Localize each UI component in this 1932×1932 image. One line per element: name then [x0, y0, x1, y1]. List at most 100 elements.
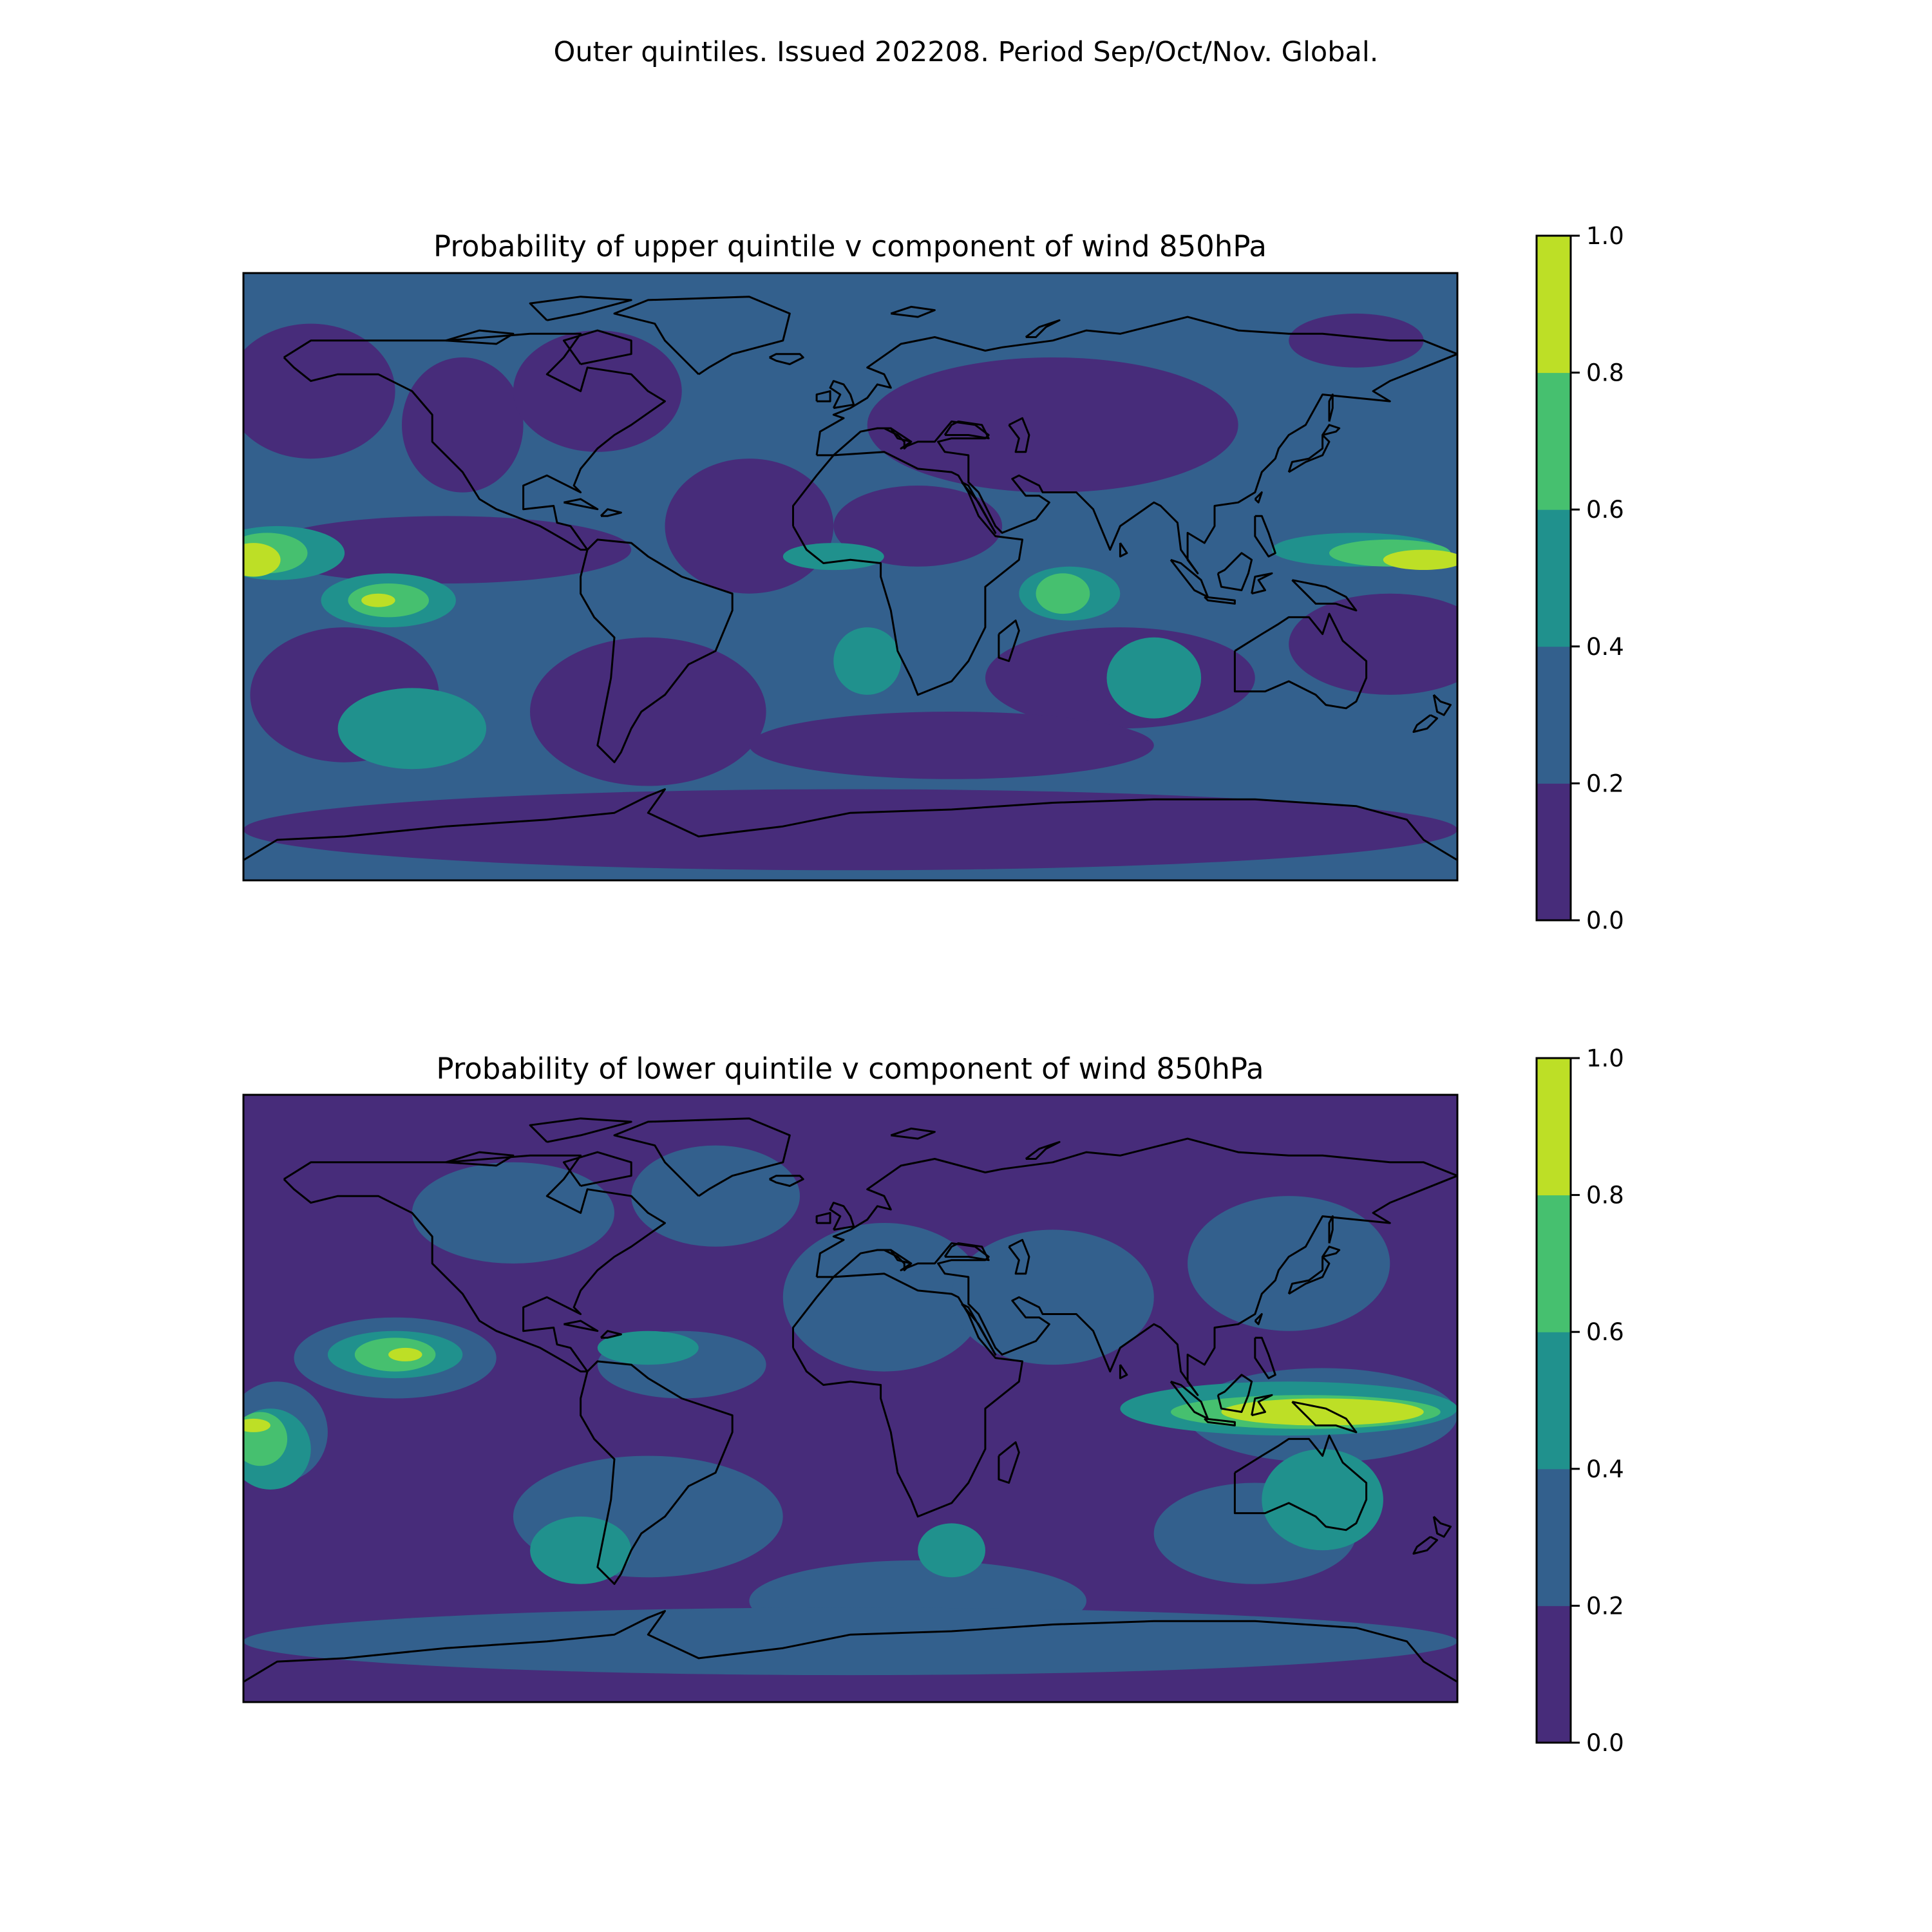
- colorbar-tick-label: 0.8: [1586, 359, 1624, 387]
- coastline-great-britain: [829, 1202, 855, 1231]
- coastlines-lower: [243, 1117, 1457, 1683]
- coastline-sulawesi: [1251, 572, 1273, 595]
- coastline-ireland: [815, 1211, 831, 1224]
- panel-lower: Probability of lower quintile v componen…: [242, 1045, 1624, 1757]
- coastline-philippines: [1254, 515, 1276, 558]
- colorbar-tick-label: 0.6: [1586, 496, 1624, 524]
- coastline-hokkaido: [1321, 424, 1341, 436]
- coastline-great-britain: [829, 380, 855, 410]
- panel-upper: Probability of upper quintile v componen…: [242, 222, 1624, 934]
- probability-region-level-1: [1188, 1196, 1390, 1331]
- coastline-baffin-island: [562, 329, 632, 365]
- probability-region-level-4: [388, 1347, 422, 1361]
- colorbar-segment-4: [1537, 1058, 1571, 1196]
- probability-field-upper: [243, 313, 1457, 871]
- colorbar-segment-0: [1537, 1605, 1571, 1743]
- coastline-svalbard: [890, 1127, 936, 1140]
- coastline-italy: [877, 427, 913, 450]
- colorbar-tick-label: 0.2: [1586, 770, 1624, 797]
- probability-region-level-4: [361, 593, 395, 607]
- probability-region-level-1: [631, 1145, 800, 1247]
- coastline-australia: [1233, 612, 1368, 710]
- probability-region-level-0: [665, 459, 834, 594]
- coastline-greenland: [613, 1117, 791, 1197]
- coastline-borneo: [1217, 552, 1253, 591]
- colorbar-tick-label: 0.0: [1586, 1729, 1624, 1757]
- colorbar-segment-2: [1537, 509, 1571, 647]
- coastline-africa: [792, 1273, 1023, 1518]
- coastline-south-america: [580, 1360, 734, 1586]
- coastline-australia: [1233, 1434, 1368, 1531]
- colorbar-segment-4: [1537, 236, 1571, 374]
- colorbar-outline: [1535, 1057, 1572, 1744]
- probability-region-level-0: [1289, 593, 1457, 695]
- coastline-sri-lanka: [1119, 542, 1128, 558]
- colorbar-tick-label: 0.4: [1586, 1455, 1624, 1483]
- coastline-caspian-sea: [1008, 417, 1030, 453]
- coastline-java: [1204, 1417, 1236, 1426]
- coastline-south-america: [580, 538, 734, 764]
- probability-region-level-4: [1221, 1398, 1424, 1426]
- coastlines-upper: [243, 296, 1457, 861]
- probability-region-level-2: [597, 1331, 699, 1365]
- panel-title-upper: Probability of upper quintile v componen…: [433, 229, 1267, 263]
- map-frame-upper: [242, 272, 1459, 882]
- probability-region-level-0: [513, 330, 682, 452]
- colorbar-upper: 0.0 0.2 0.4 0.6 0.8 1.0: [1535, 222, 1624, 934]
- coastline-eurasia: [815, 316, 1457, 456]
- colorbar-segment-3: [1537, 1195, 1571, 1332]
- coastline-taiwan: [1254, 1313, 1263, 1325]
- probability-region-level-2: [918, 1523, 985, 1578]
- coastline-cuba: [564, 1320, 599, 1332]
- colorbar-segment-1: [1537, 646, 1571, 784]
- coastline-new-zealand-north: [1432, 694, 1452, 716]
- coastline-hispaniola: [600, 508, 622, 517]
- coastline-ellesmere-island: [529, 296, 632, 321]
- probability-region-level-0: [833, 486, 1003, 567]
- colorbar-tick-label: 0.8: [1586, 1182, 1624, 1209]
- coastline-sumatra: [1170, 558, 1209, 598]
- colorbar-lower: 0.0 0.2 0.4 0.6 0.8 1.0: [1535, 1045, 1624, 1757]
- coastline-iceland: [769, 1175, 804, 1187]
- probability-region-level-0: [867, 357, 1238, 493]
- coastline-caspian-sea: [1008, 1238, 1030, 1275]
- probability-region-level-0: [260, 516, 632, 583]
- probability-region-level-2: [530, 1516, 632, 1584]
- colorbar-segment-2: [1537, 1332, 1571, 1470]
- colorbar-tick-label: 0.0: [1586, 907, 1624, 934]
- coastline-new-zealand-south: [1412, 1535, 1439, 1555]
- coastline-north-america: [283, 1154, 666, 1373]
- colorbar-segment-0: [1537, 783, 1571, 921]
- figure-suptitle: Outer quintiles. Issued 202208. Period S…: [554, 36, 1379, 68]
- coastline-new-zealand-north: [1432, 1515, 1452, 1538]
- coastline-baffin-island: [562, 1151, 632, 1187]
- colorbar-tick-label: 1.0: [1586, 1045, 1624, 1072]
- coastline-antarctica: [243, 788, 1457, 861]
- probability-region-level-1: [412, 1162, 615, 1264]
- coastline-eurasia: [815, 1137, 1457, 1278]
- probability-region-level-0: [243, 789, 1457, 871]
- colorbar-segment-3: [1537, 372, 1571, 510]
- coastline-africa: [792, 451, 1023, 696]
- coastline-antarctica: [243, 1610, 1457, 1683]
- coastline-new-guinea: [1291, 579, 1358, 612]
- coastline-hokkaido: [1321, 1245, 1341, 1258]
- coastline-north-america: [283, 332, 666, 551]
- map-frame-lower: [242, 1094, 1459, 1703]
- probability-region-level-4: [243, 1418, 270, 1432]
- coastline-borneo: [1217, 1374, 1253, 1413]
- coastline-red-sea: [961, 481, 997, 534]
- probability-region-level-2: [1106, 637, 1202, 719]
- coastline-sri-lanka: [1119, 1364, 1128, 1379]
- probability-region-level-2: [1262, 1449, 1383, 1551]
- coastline-greenland: [613, 296, 791, 375]
- coastline-victoria-island: [445, 1151, 515, 1167]
- colorbar-tick-label: 1.0: [1586, 222, 1624, 250]
- coastline-taiwan: [1254, 491, 1263, 504]
- coastline-novaya-zemlya: [1025, 319, 1061, 338]
- coastline-black-sea: [943, 421, 990, 440]
- coastline-black-sea: [943, 1242, 990, 1262]
- coastline-sakhalin: [1328, 393, 1334, 422]
- coastline-madagascar: [998, 1441, 1020, 1484]
